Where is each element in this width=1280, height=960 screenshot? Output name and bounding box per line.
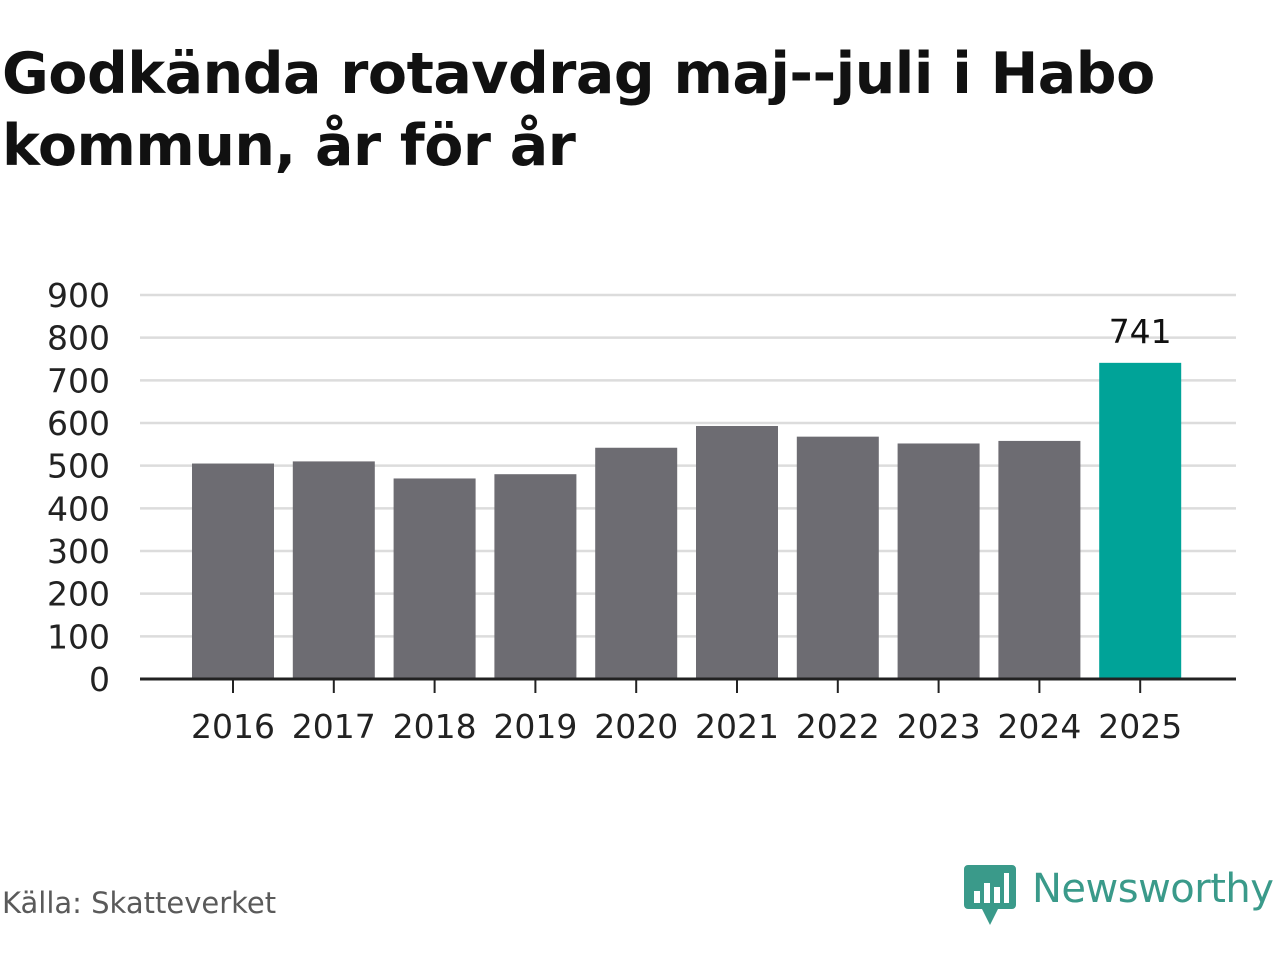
y-tick-label: 0	[89, 660, 110, 699]
source-note: Källa: Skatteverket	[2, 886, 277, 920]
x-tick-label: 2018	[393, 707, 477, 746]
y-tick-label: 700	[47, 361, 110, 400]
y-tick-label: 300	[47, 532, 110, 571]
data-label: 741	[1109, 312, 1172, 351]
x-tick-label: 2021	[695, 707, 779, 746]
bar-2018	[393, 478, 476, 679]
x-tick-label: 2025	[1098, 707, 1182, 746]
bar-2017	[292, 461, 375, 679]
axes	[140, 677, 1236, 693]
y-tick-label: 500	[47, 447, 110, 486]
brand-name: Newsworthy	[1032, 866, 1274, 912]
x-tick-label: 2016	[191, 707, 275, 746]
x-tick-label: 2017	[292, 707, 376, 746]
y-tick-label: 900	[47, 276, 110, 315]
x-tick-label: 2023	[897, 707, 981, 746]
chart-title: Godkända rotavdrag maj--juli i Habo komm…	[2, 41, 1155, 179]
bar-2016	[192, 463, 274, 679]
y-tick-label: 200	[47, 575, 110, 614]
bar-2019	[494, 474, 577, 679]
y-tick-label: 100	[47, 617, 110, 656]
x-tick-label: 2019	[493, 707, 577, 746]
bar-2023	[897, 443, 980, 679]
bar-2020	[595, 447, 678, 679]
bar-2021	[696, 425, 778, 679]
bar-2022	[796, 436, 879, 679]
bars	[192, 362, 1182, 679]
brand: Newsworthy	[964, 864, 1274, 928]
y-tick-label: 600	[47, 404, 110, 443]
x-tick-label: 2022	[796, 707, 880, 746]
x-tick-label: 2020	[594, 707, 678, 746]
y-tick-label: 400	[47, 489, 110, 528]
bar-2025	[1099, 362, 1182, 679]
bar-2024	[998, 440, 1081, 679]
x-tick-label: 2024	[997, 707, 1081, 746]
y-tick-label: 800	[47, 319, 110, 358]
newsworthy-bar-chart-logo-icon	[964, 865, 1016, 925]
